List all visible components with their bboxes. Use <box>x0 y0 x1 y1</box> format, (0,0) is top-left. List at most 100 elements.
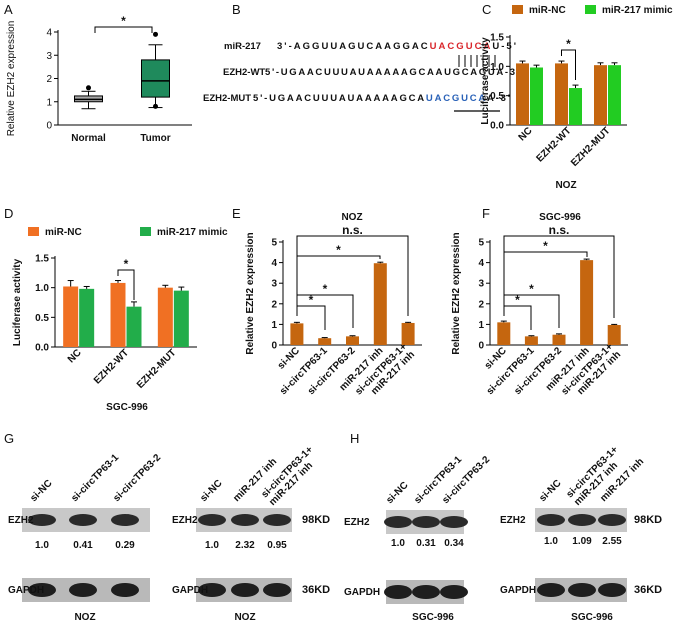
band-ratio: 0.95 <box>267 540 287 551</box>
y-tick-label: 3 <box>478 279 484 290</box>
band <box>412 516 440 528</box>
bar <box>157 287 173 347</box>
band-ratio: 1.0 <box>35 540 49 551</box>
band <box>384 585 412 599</box>
seed-part: UACGUCA <box>430 41 491 52</box>
bar <box>373 263 387 345</box>
y-axis-label: Relative EZH2 expression <box>6 21 17 137</box>
band <box>384 516 412 528</box>
legend-label: miR-217 mimic <box>157 227 228 238</box>
legend-swatch <box>585 5 596 14</box>
y-tick-label: 3 <box>46 51 52 62</box>
band <box>198 514 226 526</box>
outlier <box>86 85 91 91</box>
significance-bracket <box>117 269 135 300</box>
y-tick-label: 0 <box>478 341 484 352</box>
band <box>568 514 596 526</box>
band-ratio: 1.09 <box>572 536 592 547</box>
pairing-bars <box>458 55 496 67</box>
band <box>440 585 468 599</box>
significance-label: * <box>323 282 328 296</box>
y-tick-label: 5 <box>271 238 277 249</box>
x-tick-label: Tumor <box>140 133 170 144</box>
band-ratio: 0.41 <box>73 540 93 551</box>
bar <box>497 322 511 345</box>
legend-swatch <box>28 227 39 236</box>
bar <box>318 338 332 345</box>
bar <box>607 325 621 345</box>
bar <box>594 65 607 125</box>
band <box>111 514 139 526</box>
bar <box>524 336 538 345</box>
legend-swatch <box>512 5 523 14</box>
panel-label: A <box>4 2 13 17</box>
band-ratio: 0.31 <box>416 538 436 549</box>
x-axis-label: NOZ <box>555 180 576 191</box>
bar <box>555 63 568 125</box>
band <box>412 585 440 599</box>
y-tick-label: 0.0 <box>35 343 49 354</box>
cell-line: NOZ <box>74 612 95 623</box>
y-tick-label: 1.5 <box>490 33 504 44</box>
band-ratio: 1.0 <box>391 538 405 549</box>
y-tick-label: 4 <box>46 28 52 39</box>
band <box>263 514 291 526</box>
legend-swatch <box>140 227 151 236</box>
size-label: 98KD <box>634 514 662 526</box>
y-tick-label: 0 <box>46 121 52 132</box>
row-label: GAPDH <box>172 585 208 596</box>
y-tick-label: 4 <box>271 258 277 269</box>
band <box>69 514 97 526</box>
sequence-part: 5'-UGAACUUUAUAAAAAGCAAUGCAGUA-3' <box>265 67 519 78</box>
bar <box>608 65 621 125</box>
band <box>263 583 291 597</box>
band <box>537 583 565 597</box>
band <box>568 583 596 597</box>
y-tick-label: 0 <box>271 341 277 352</box>
bar <box>401 322 415 345</box>
row-label: EZH2 <box>344 517 370 528</box>
cell-line: SGC-996 <box>571 612 613 623</box>
chart: 0 1 2 3 4 Relative EZH2 expression Normal Tumor… <box>6 14 192 144</box>
y-tick-label: 1 <box>271 320 277 331</box>
y-tick-label: 1.0 <box>35 283 49 294</box>
y-tick-label: 4 <box>478 258 484 269</box>
chart-title: SGC-996 <box>539 212 581 223</box>
band <box>231 583 259 597</box>
y-axis-label: Relative EZH2 expression <box>245 232 256 354</box>
cell-line: NOZ <box>234 612 255 623</box>
bar <box>530 67 543 125</box>
outlier <box>153 31 158 37</box>
mutant-part: UACGUCA <box>426 93 485 104</box>
bar <box>63 286 79 347</box>
x-tick-label: Normal <box>71 133 106 144</box>
y-tick-label: 1 <box>46 97 52 108</box>
y-tick-label: 2 <box>46 74 52 85</box>
x-axis-label: SGC-996 <box>106 402 148 413</box>
significance-label: * <box>121 14 126 28</box>
cell-line: SGC-996 <box>412 612 454 623</box>
bar <box>346 336 359 345</box>
bar <box>580 260 594 345</box>
significance-label: * <box>124 257 129 271</box>
bar <box>569 88 582 125</box>
significance-bracket <box>94 26 153 33</box>
band <box>28 583 56 597</box>
band <box>198 583 226 597</box>
bar <box>126 306 142 347</box>
sequence-part: U-5' <box>492 41 516 52</box>
panel-label: F <box>482 206 490 221</box>
band-ratio: 2.55 <box>602 536 622 547</box>
significance-label: n.s. <box>342 223 363 237</box>
panel-label: D <box>4 206 13 221</box>
row-label: EZH2 <box>500 515 526 526</box>
y-tick-label: 1.5 <box>35 254 49 265</box>
size-label: 98KD <box>302 514 330 526</box>
band <box>598 583 626 597</box>
band-ratio: 0.29 <box>115 540 135 551</box>
legend-label: miR-NC <box>45 227 82 238</box>
bar <box>79 288 95 347</box>
sequence-part: 5'-UGAACUUUAUAAAAAGCA <box>253 93 424 104</box>
